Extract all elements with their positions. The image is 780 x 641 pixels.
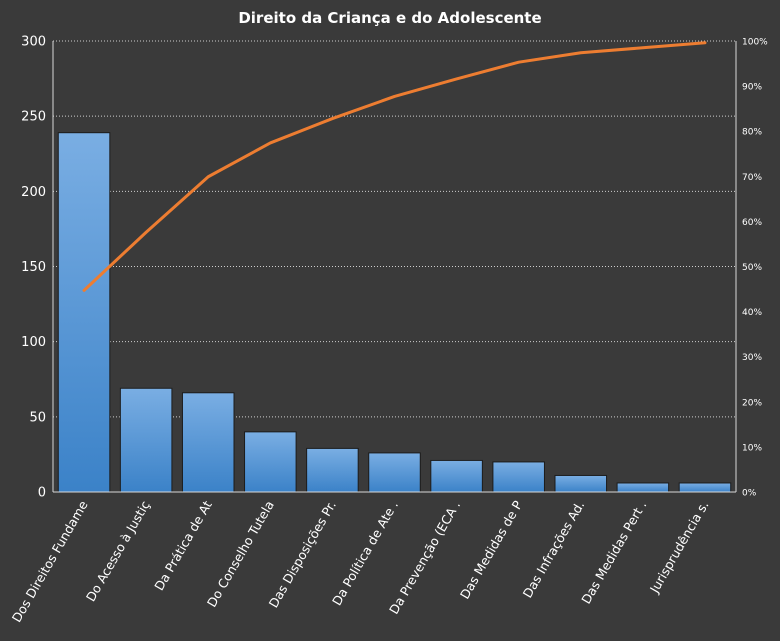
chart-title: Direito da Criança e do Adolescente bbox=[238, 9, 541, 27]
y-tick-label: 0 bbox=[38, 486, 46, 501]
right-axis-ticks: 0% 10% 20% 30% 40% 50% 60% 70% 80% 90% 100% bbox=[742, 38, 768, 499]
y-tick-label: 250 bbox=[21, 110, 46, 125]
x-tick-label: Da Prevenção (ECA . bbox=[386, 498, 463, 617]
x-tick-label: Da Política de Ate . bbox=[329, 498, 401, 608]
bar bbox=[554, 474, 608, 493]
y2-tick-label: 0% bbox=[742, 489, 757, 499]
cumulative-line bbox=[82, 41, 707, 292]
x-tick-label: Das Disposições Pr. bbox=[266, 498, 339, 610]
x-tick-label: Das Infrações Ad. bbox=[520, 498, 588, 600]
y2-tick-label: 100% bbox=[742, 38, 768, 48]
x-tick-label: Do Conselho Tutela bbox=[204, 498, 277, 610]
x-tick-label: Dos Direitos Fundame bbox=[9, 498, 91, 625]
bar bbox=[57, 132, 111, 493]
y2-tick-label: 50% bbox=[742, 263, 762, 273]
cumulative-line-series bbox=[82, 41, 707, 292]
y2-tick-label: 70% bbox=[742, 173, 762, 183]
y2-tick-label: 80% bbox=[742, 128, 762, 138]
bar bbox=[368, 452, 421, 493]
axes bbox=[52, 41, 737, 493]
x-tick-label: Das Medidas Pert . bbox=[578, 498, 649, 606]
bar bbox=[492, 461, 545, 493]
y2-tick-label: 90% bbox=[742, 83, 762, 93]
y2-tick-label: 40% bbox=[742, 308, 762, 318]
bar bbox=[678, 482, 732, 493]
y-tick-label: 150 bbox=[21, 260, 46, 275]
x-tick-label: Jurisprudência s. bbox=[646, 498, 711, 596]
y-tick-label: 200 bbox=[21, 185, 46, 200]
bar bbox=[119, 387, 173, 493]
y2-tick-label: 20% bbox=[742, 398, 762, 408]
left-axis-ticks: 0 50 100 150 200 250 300 bbox=[21, 35, 46, 501]
y2-tick-label: 60% bbox=[742, 218, 762, 228]
y2-tick-label: 30% bbox=[742, 353, 762, 363]
y-tick-label: 100 bbox=[21, 335, 46, 350]
y-tick-label: 50 bbox=[29, 410, 46, 425]
bar bbox=[306, 447, 359, 493]
bar bbox=[430, 459, 483, 493]
bar bbox=[181, 392, 235, 493]
bar bbox=[616, 482, 670, 493]
x-tick-label: Da Prática de At bbox=[151, 498, 215, 593]
x-tick-label: Do Acesso à Justiç bbox=[83, 498, 153, 604]
bar bbox=[244, 431, 297, 493]
y-tick-label: 300 bbox=[21, 35, 46, 50]
bar-series bbox=[57, 132, 732, 493]
x-tick-label: Das Medidas de P bbox=[457, 498, 526, 602]
y2-tick-label: 10% bbox=[742, 443, 762, 453]
